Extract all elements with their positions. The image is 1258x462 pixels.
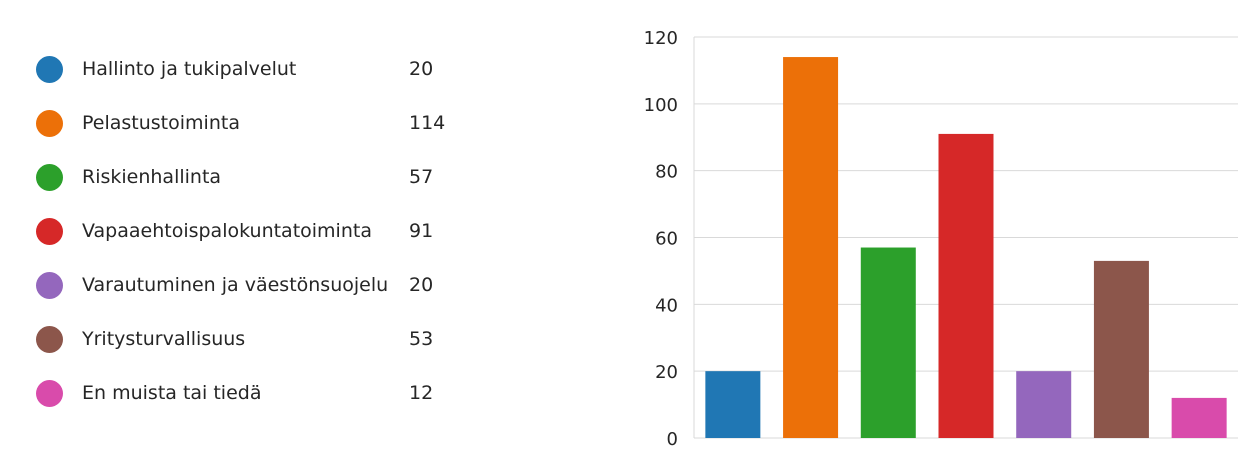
y-tick-label: 0 bbox=[667, 429, 678, 450]
legend-label: En muista tai tiedä bbox=[82, 382, 262, 404]
bar-chart: 0 20 40 60 80 100 120 bbox=[644, 28, 1238, 450]
y-tick-label: 120 bbox=[644, 28, 678, 49]
legend-item: Vapaaehtoispalokuntatoiminta 91 bbox=[36, 216, 433, 246]
legend-item: Hallinto ja tukipalvelut 20 bbox=[36, 54, 433, 84]
legend-label: Vapaaehtoispalokuntatoiminta bbox=[82, 220, 372, 242]
legend-item: Yritysturvallisuus 53 bbox=[36, 324, 433, 354]
legend-count: 53 bbox=[409, 328, 434, 350]
legend-label: Hallinto ja tukipalvelut bbox=[82, 58, 297, 80]
bar bbox=[783, 57, 839, 439]
legend-count: 114 bbox=[409, 112, 446, 134]
legend-count: 20 bbox=[409, 58, 434, 80]
y-tick-label: 40 bbox=[655, 295, 678, 316]
y-tick-label: 60 bbox=[655, 229, 678, 250]
bar bbox=[1093, 260, 1149, 438]
legend-count: 91 bbox=[409, 220, 434, 242]
y-tick-label: 100 bbox=[644, 95, 678, 116]
legend-item: Varautuminen ja väestönsuojelu 20 bbox=[36, 270, 433, 300]
bar bbox=[938, 133, 994, 439]
y-tick-label: 20 bbox=[655, 362, 678, 383]
bar bbox=[1171, 397, 1227, 438]
legend-item: En muista tai tiedä 12 bbox=[36, 378, 433, 408]
legend: Hallinto ja tukipalvelut 20 Pelastustoim… bbox=[0, 0, 470, 462]
bar bbox=[860, 247, 916, 438]
legend-color-dot bbox=[36, 163, 63, 191]
legend-color-dot bbox=[36, 271, 63, 299]
legend-label: Varautuminen ja väestönsuojelu bbox=[82, 274, 389, 296]
legend-color-dot bbox=[36, 379, 63, 407]
legend-count: 57 bbox=[409, 166, 434, 188]
legend-count: 20 bbox=[409, 274, 434, 296]
bar bbox=[1016, 371, 1072, 438]
legend-color-dot bbox=[36, 55, 63, 83]
legend-color-dot bbox=[36, 325, 63, 353]
bar bbox=[705, 371, 761, 438]
legend-label: Riskienhallinta bbox=[82, 166, 222, 188]
legend-label: Pelastustoiminta bbox=[82, 112, 240, 134]
legend-label: Yritysturvallisuus bbox=[82, 328, 246, 350]
legend-item: Riskienhallinta 57 bbox=[36, 162, 433, 192]
legend-color-dot bbox=[36, 109, 63, 137]
legend-count: 12 bbox=[409, 382, 434, 404]
y-tick-label: 80 bbox=[655, 162, 678, 183]
legend-item: Pelastustoiminta 114 bbox=[36, 108, 445, 138]
legend-color-dot bbox=[36, 217, 63, 245]
